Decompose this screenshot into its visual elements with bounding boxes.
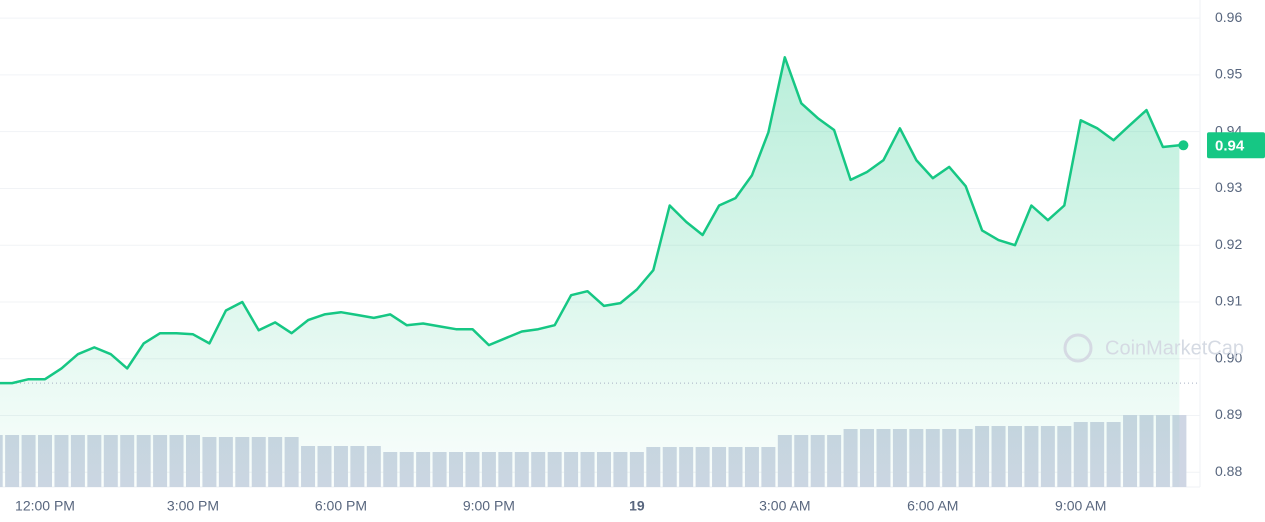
y-tick-label: 0.89	[1215, 406, 1242, 422]
x-tick-label: 6:00 PM	[315, 498, 367, 514]
y-tick-label: 0.90	[1215, 349, 1242, 365]
y-tick-label: 0.91	[1215, 293, 1242, 309]
watermark-logo	[1063, 333, 1093, 363]
x-tick-label: 6:00 AM	[907, 498, 958, 514]
y-tick-label: 0.93	[1215, 179, 1242, 195]
y-tick-label: 0.95	[1215, 66, 1242, 82]
last-point	[1178, 140, 1189, 151]
x-tick-label: 12:00 PM	[15, 498, 75, 514]
x-tick-label: 9:00 AM	[1055, 498, 1106, 514]
x-tick-label: 3:00 PM	[167, 498, 219, 514]
x-tick-label: 9:00 PM	[463, 498, 515, 514]
y-tick-label: 0.88	[1215, 463, 1242, 479]
last-price-box	[1207, 132, 1265, 159]
x-tick-label: 3:00 AM	[759, 498, 810, 514]
area-fill	[0, 57, 1180, 487]
plot-area	[0, 17, 1200, 487]
price-line	[0, 56, 1180, 385]
y-tick-label: 0.96	[1215, 9, 1242, 25]
watermark-text: CoinMarketCap	[1105, 337, 1244, 359]
x-tick-label: 19	[629, 498, 645, 514]
watermark: CoinMarketCap	[1063, 333, 1244, 363]
y-tick-label: 0.92	[1215, 236, 1242, 252]
last-price-label: 0.94	[1215, 137, 1245, 154]
